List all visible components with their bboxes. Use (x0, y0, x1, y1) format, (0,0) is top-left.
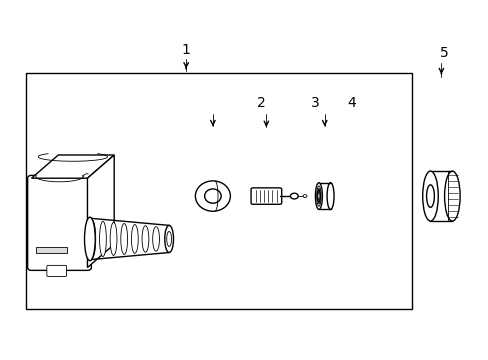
FancyBboxPatch shape (28, 175, 91, 270)
Polygon shape (90, 218, 169, 260)
Bar (26, 73, 411, 309)
Ellipse shape (422, 171, 437, 221)
Ellipse shape (121, 224, 127, 255)
Ellipse shape (131, 225, 138, 253)
Ellipse shape (89, 220, 96, 258)
FancyBboxPatch shape (250, 188, 281, 204)
Text: 2: 2 (257, 96, 265, 111)
FancyBboxPatch shape (47, 265, 66, 276)
Ellipse shape (164, 225, 173, 252)
Ellipse shape (110, 222, 117, 256)
Polygon shape (31, 155, 114, 178)
Ellipse shape (166, 231, 171, 246)
Text: 1: 1 (182, 43, 190, 57)
Ellipse shape (315, 183, 322, 210)
Ellipse shape (317, 190, 320, 202)
Text: 5: 5 (439, 46, 447, 60)
Ellipse shape (326, 183, 333, 210)
Ellipse shape (204, 189, 221, 203)
Polygon shape (87, 155, 114, 267)
Bar (36, 247, 67, 253)
Ellipse shape (84, 217, 95, 261)
Ellipse shape (317, 193, 319, 199)
Ellipse shape (100, 221, 106, 257)
Text: 4: 4 (346, 96, 355, 111)
Circle shape (290, 193, 298, 199)
Ellipse shape (426, 185, 433, 207)
Text: 3: 3 (310, 96, 319, 111)
Ellipse shape (444, 171, 459, 221)
Circle shape (303, 195, 306, 198)
Ellipse shape (152, 227, 159, 251)
Ellipse shape (195, 181, 230, 211)
Ellipse shape (142, 226, 148, 252)
